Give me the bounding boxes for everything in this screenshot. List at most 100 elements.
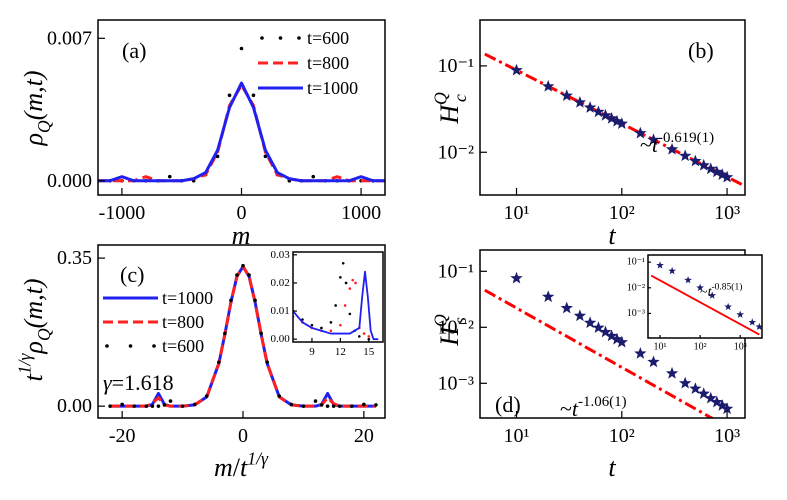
label-part: (a) bbox=[122, 38, 146, 63]
data-dot bbox=[344, 281, 348, 285]
y-tick-label: 0.007 bbox=[47, 27, 92, 49]
data-star bbox=[615, 117, 628, 129]
y-axis-label: HQs bbox=[430, 314, 470, 347]
data-dot bbox=[331, 404, 336, 408]
axes-frame bbox=[97, 244, 386, 419]
data-dot bbox=[247, 273, 251, 277]
data-star bbox=[716, 168, 729, 181]
y-tick-label: 10⁻² bbox=[437, 141, 474, 163]
data-dot bbox=[362, 402, 366, 407]
y-tick-label: 10⁻¹ bbox=[437, 260, 474, 282]
label-part: / bbox=[233, 453, 241, 482]
data-dot bbox=[310, 323, 314, 327]
annotation: (b) bbox=[688, 38, 714, 63]
data-dot bbox=[263, 154, 268, 159]
x-tick-label: 10³ bbox=[734, 342, 747, 353]
annotation: ~t-0.619(1) bbox=[640, 130, 714, 157]
data-dot bbox=[229, 298, 233, 303]
x-tick-label: -20 bbox=[109, 425, 136, 447]
data-dot bbox=[150, 404, 155, 408]
data-star bbox=[647, 355, 660, 368]
data-star bbox=[592, 105, 605, 118]
data-star bbox=[510, 271, 523, 284]
data-star bbox=[599, 325, 612, 338]
data-star bbox=[510, 63, 523, 76]
label-part: 1/γ bbox=[247, 448, 269, 468]
data-star bbox=[573, 95, 587, 108]
x-tick-label: 20 bbox=[354, 425, 374, 447]
data-line bbox=[293, 270, 379, 341]
data-dot bbox=[319, 403, 324, 407]
legend-label: t=800 bbox=[307, 53, 349, 73]
data-dot bbox=[168, 399, 173, 403]
panel: 10¹ 10² 10³ 10⁻¹ 10⁻² 10⁻³ bbox=[627, 254, 763, 353]
data-dot bbox=[301, 404, 306, 408]
data-dot bbox=[223, 331, 227, 336]
data-dot bbox=[351, 278, 354, 282]
data-star bbox=[697, 387, 710, 400]
data-dot bbox=[339, 323, 342, 327]
data-dot bbox=[217, 360, 221, 364]
data-dot bbox=[241, 263, 245, 268]
label-part: -1.06(1) bbox=[578, 394, 627, 410]
x-tick-label: 15 bbox=[363, 346, 375, 358]
data-star bbox=[748, 318, 757, 326]
data-star bbox=[560, 301, 573, 314]
data-dot bbox=[108, 404, 112, 408]
x-tick-label: 0 bbox=[237, 202, 247, 224]
x-tick-label: 10² bbox=[609, 425, 635, 447]
data-star bbox=[755, 322, 762, 331]
x-tick-label: 10³ bbox=[714, 425, 740, 447]
data-star bbox=[610, 114, 624, 127]
legend-swatch bbox=[278, 36, 283, 40]
y-tick-label: 10⁻² bbox=[627, 282, 645, 293]
x-tick-label: 0 bbox=[238, 425, 248, 447]
data-star bbox=[679, 376, 692, 389]
y-axis-label: HQc bbox=[430, 92, 470, 125]
label-part: Q bbox=[430, 314, 450, 327]
data-dot bbox=[289, 402, 294, 407]
label-part: γ bbox=[103, 370, 113, 395]
plot-area bbox=[293, 261, 379, 341]
data-star bbox=[634, 347, 647, 359]
data-dot bbox=[320, 326, 323, 330]
data-star bbox=[689, 382, 702, 394]
data-dot bbox=[343, 304, 347, 307]
label-part: (m,t) bbox=[19, 70, 48, 120]
data-dot bbox=[132, 404, 137, 408]
y-tick-label: 0.03 bbox=[270, 249, 290, 261]
y-tick-label: 10⁻³ bbox=[627, 308, 645, 319]
data-star bbox=[605, 112, 618, 124]
data-dot bbox=[277, 394, 282, 398]
annotation: (d) bbox=[495, 392, 521, 417]
label-part: Q bbox=[430, 92, 450, 105]
inset-background bbox=[648, 255, 762, 338]
data-star bbox=[668, 267, 676, 275]
legend-swatch bbox=[105, 344, 109, 348]
y-tick-label: 10⁻¹ bbox=[437, 55, 474, 77]
plot-area bbox=[650, 261, 762, 336]
inset-background bbox=[293, 252, 383, 342]
data-star bbox=[696, 283, 704, 292]
label-part: c bbox=[450, 94, 470, 102]
data-dot bbox=[349, 404, 354, 408]
data-dot bbox=[367, 335, 371, 338]
legend-swatch bbox=[128, 344, 133, 348]
label-part: Q bbox=[34, 328, 54, 341]
data-star bbox=[665, 366, 679, 379]
annotation: (c) bbox=[120, 262, 144, 287]
data-dot bbox=[313, 399, 318, 403]
data-dot bbox=[348, 312, 352, 316]
data-star bbox=[592, 321, 605, 334]
legend-swatch bbox=[260, 36, 264, 40]
x-tick-label: 1000 bbox=[341, 202, 381, 224]
label-part: Q bbox=[34, 120, 54, 133]
legend-label: t=1000 bbox=[162, 288, 213, 308]
data-star bbox=[720, 402, 734, 415]
data-dot bbox=[374, 403, 378, 407]
data-dot bbox=[167, 174, 172, 179]
data-star bbox=[736, 310, 744, 318]
data-line bbox=[484, 288, 715, 418]
y-tick-label: 0.00 bbox=[270, 333, 290, 345]
